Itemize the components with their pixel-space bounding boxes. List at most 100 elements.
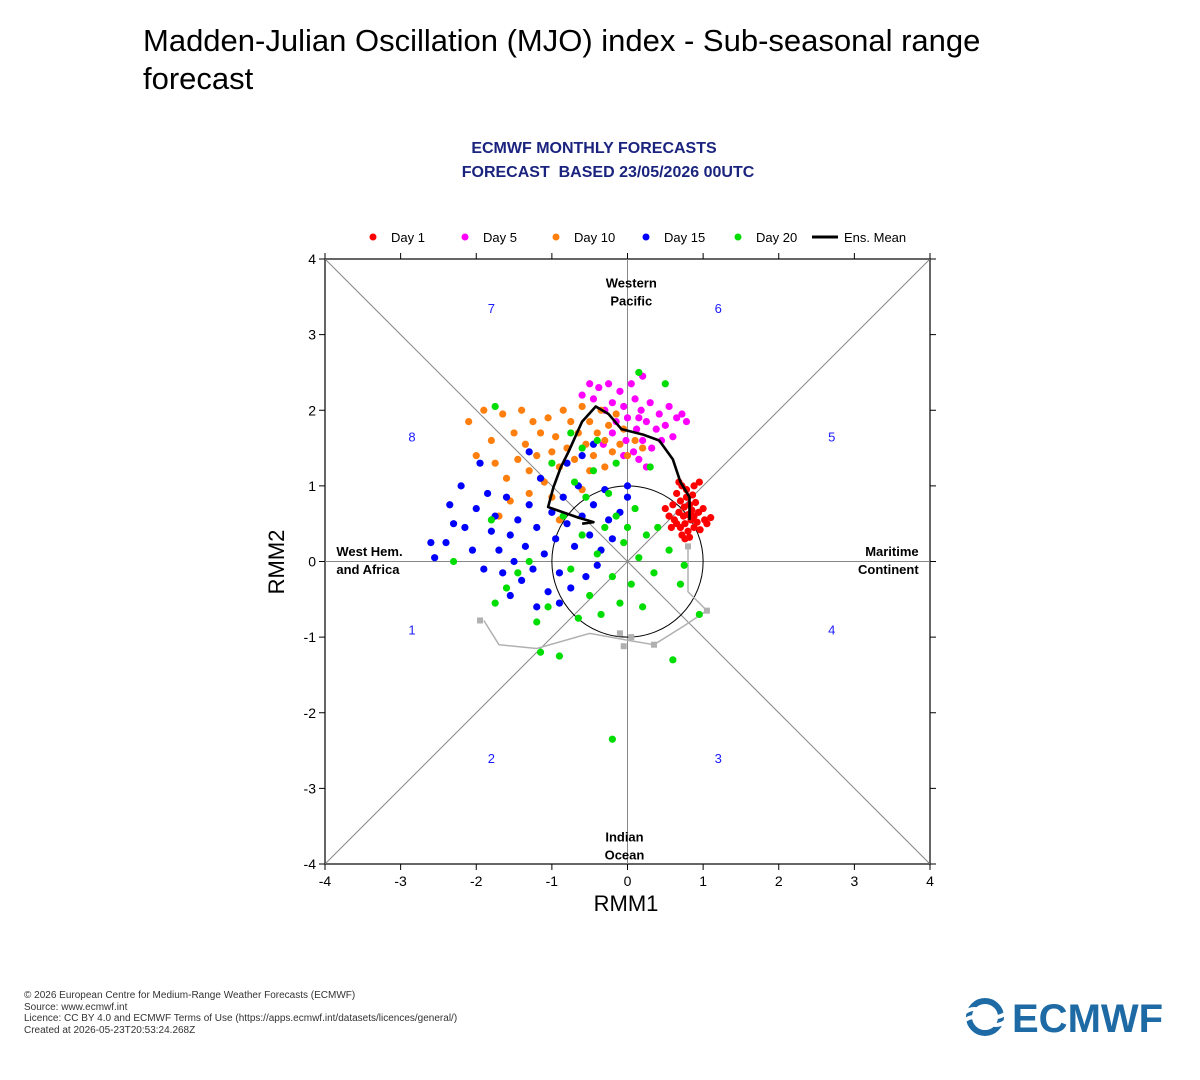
x-tick-label: 3 xyxy=(850,873,858,889)
legend-marker xyxy=(461,233,469,241)
source-line: Source: www.ecmwf.int xyxy=(24,1001,128,1013)
day-5-point xyxy=(595,383,603,392)
day-10-point xyxy=(525,489,533,498)
day-5-point xyxy=(673,414,681,422)
day-15-point xyxy=(506,591,514,600)
day-20-point xyxy=(601,523,609,532)
plot-area: -4 -3 -2 -1 0 1 2 3 4 -4 -3 -2 -1 0 1 2 3 4 Western Pacific… xyxy=(304,251,936,889)
day-10-point xyxy=(570,455,579,464)
day-20-point xyxy=(555,652,564,660)
licence-line: Licence: CC BY 4.0 and ECMWF Terms of Us… xyxy=(24,1013,458,1024)
day-1-point xyxy=(684,527,692,535)
phase-label: 3 xyxy=(715,751,722,766)
day-15-point xyxy=(510,557,518,566)
day-1-point xyxy=(699,504,707,513)
region-label: Ocean xyxy=(605,847,645,862)
x-tick-label: -2 xyxy=(470,873,483,889)
day-5-point xyxy=(620,402,628,411)
phase-label: 1 xyxy=(408,623,415,638)
day-20-point xyxy=(597,610,605,619)
day-15-point xyxy=(529,565,537,573)
legend-label: Day 15 xyxy=(664,230,705,245)
day-20-point xyxy=(570,478,579,486)
day-15-point xyxy=(552,535,560,543)
day-5-point xyxy=(631,395,639,403)
day-15-point xyxy=(449,520,458,528)
day-20-point xyxy=(449,557,458,566)
y-tick-label: 2 xyxy=(308,402,316,418)
day-20-point xyxy=(635,554,643,562)
day-20-point xyxy=(612,459,620,467)
day-1-point xyxy=(688,491,697,499)
observed-analysis-marker xyxy=(616,630,623,637)
day-5-point xyxy=(682,417,691,426)
day-10-point xyxy=(616,440,624,448)
day-15-point xyxy=(495,546,503,554)
day-15-point xyxy=(461,523,469,532)
day-15-point xyxy=(555,569,564,577)
day-15-point xyxy=(518,576,526,585)
day-20-point xyxy=(616,599,624,607)
day-20-point xyxy=(578,531,586,539)
day-10-point xyxy=(631,436,639,445)
day-15-point xyxy=(589,501,598,509)
footer: © 2026 European Centre for Medium-Range … xyxy=(24,990,457,1036)
day-20-point xyxy=(620,538,628,547)
day-1-point xyxy=(673,489,681,498)
observed-analysis-marker xyxy=(620,643,627,650)
region-label: Pacific xyxy=(610,294,652,309)
day-20-point xyxy=(680,561,688,569)
day-20-point xyxy=(589,467,598,475)
region-label: Continent xyxy=(858,562,919,577)
day-5-point xyxy=(632,425,641,433)
day-20-point xyxy=(654,523,662,532)
day-10-point xyxy=(593,429,601,437)
legend-label: Day 10 xyxy=(574,230,615,245)
day-5-point xyxy=(635,414,643,422)
y-tick-label: -3 xyxy=(304,780,317,796)
day-15-point xyxy=(468,546,477,554)
day-15-point xyxy=(487,527,495,535)
day-20-point xyxy=(491,402,499,411)
mjo-phase-chart: ECMWF MONTHLY FORECASTS FORECAST BASED 2… xyxy=(264,140,936,916)
day-15-point xyxy=(578,452,586,460)
day-15-point xyxy=(533,523,541,532)
phase-label: 4 xyxy=(828,623,835,638)
day-10-point xyxy=(612,410,620,418)
day-20-point xyxy=(525,557,533,566)
day-5-point xyxy=(578,391,586,399)
observed-analysis-marker xyxy=(477,617,484,624)
day-10-point xyxy=(639,444,647,452)
day-15-point xyxy=(604,516,613,524)
day-15-point xyxy=(457,482,465,490)
day-20-point xyxy=(514,569,522,577)
day-15-point xyxy=(525,448,533,456)
day-10-point xyxy=(623,452,632,460)
y-tick-label: -2 xyxy=(304,705,317,721)
day-1-point xyxy=(695,478,703,486)
day-15-point xyxy=(623,482,632,490)
day-5-point xyxy=(661,421,669,429)
day-20-point xyxy=(695,610,703,619)
day-10-point xyxy=(589,452,598,460)
day-10-point xyxy=(529,417,537,426)
day-5-point xyxy=(616,387,624,395)
day-20-point xyxy=(578,444,586,452)
day-15-point xyxy=(476,459,484,467)
day-15-point xyxy=(499,569,507,577)
phase-label: 5 xyxy=(828,430,835,445)
day-15-point xyxy=(472,504,480,513)
x-tick-label: 2 xyxy=(775,873,783,889)
day-20-point xyxy=(665,546,673,554)
day-20-point xyxy=(487,516,495,524)
phase-label: 6 xyxy=(715,301,722,316)
day-10-point xyxy=(491,459,499,467)
observed-analysis-marker xyxy=(703,607,710,614)
y-tick-label: 3 xyxy=(308,327,316,343)
ecmwf-logo-text: ECMWF xyxy=(1012,997,1163,1041)
observed-analysis-line xyxy=(483,546,709,650)
y-tick-label: -1 xyxy=(304,629,317,645)
day-15-point xyxy=(536,474,545,482)
day-20-point xyxy=(567,429,575,437)
day-1-point xyxy=(681,520,689,528)
